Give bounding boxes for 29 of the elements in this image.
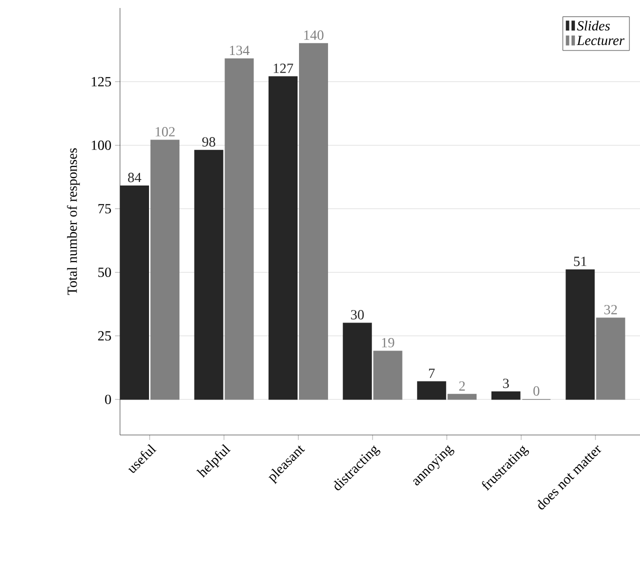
data-label: 3 [503, 378, 509, 388]
y-tick-label: 125 [92, 77, 111, 86]
y-tick-label: 100 [92, 140, 111, 150]
data-label: 84 [128, 172, 142, 182]
data-label: 7 [429, 368, 435, 378]
data-label: 134 [230, 46, 250, 56]
data-label: 19 [382, 338, 394, 348]
data-label: 51 [574, 256, 586, 266]
data-label: 30 [351, 310, 364, 320]
bar [373, 350, 402, 400]
data-label: 32 [604, 304, 617, 314]
bar [150, 140, 180, 400]
y-axis-title: Total number of responses [66, 148, 80, 295]
data-label: 102 [156, 127, 175, 136]
bar [299, 43, 328, 400]
data-label: 2 [459, 381, 465, 391]
bar [448, 394, 477, 400]
y-tick-label: 50 [98, 268, 111, 278]
data-label: 98 [202, 137, 216, 147]
y-tick-label: 0 [105, 394, 111, 404]
legend-label: Lecturer [576, 36, 624, 46]
y-tick-label: 75 [98, 204, 111, 214]
bar [224, 58, 254, 400]
data-label: 127 [274, 64, 294, 73]
y-tick-label: 25 [98, 331, 111, 341]
data-label: 0 [533, 386, 540, 396]
legend-label: Slides [577, 20, 610, 31]
bar [596, 318, 626, 400]
data-label: 140 [304, 30, 324, 40]
